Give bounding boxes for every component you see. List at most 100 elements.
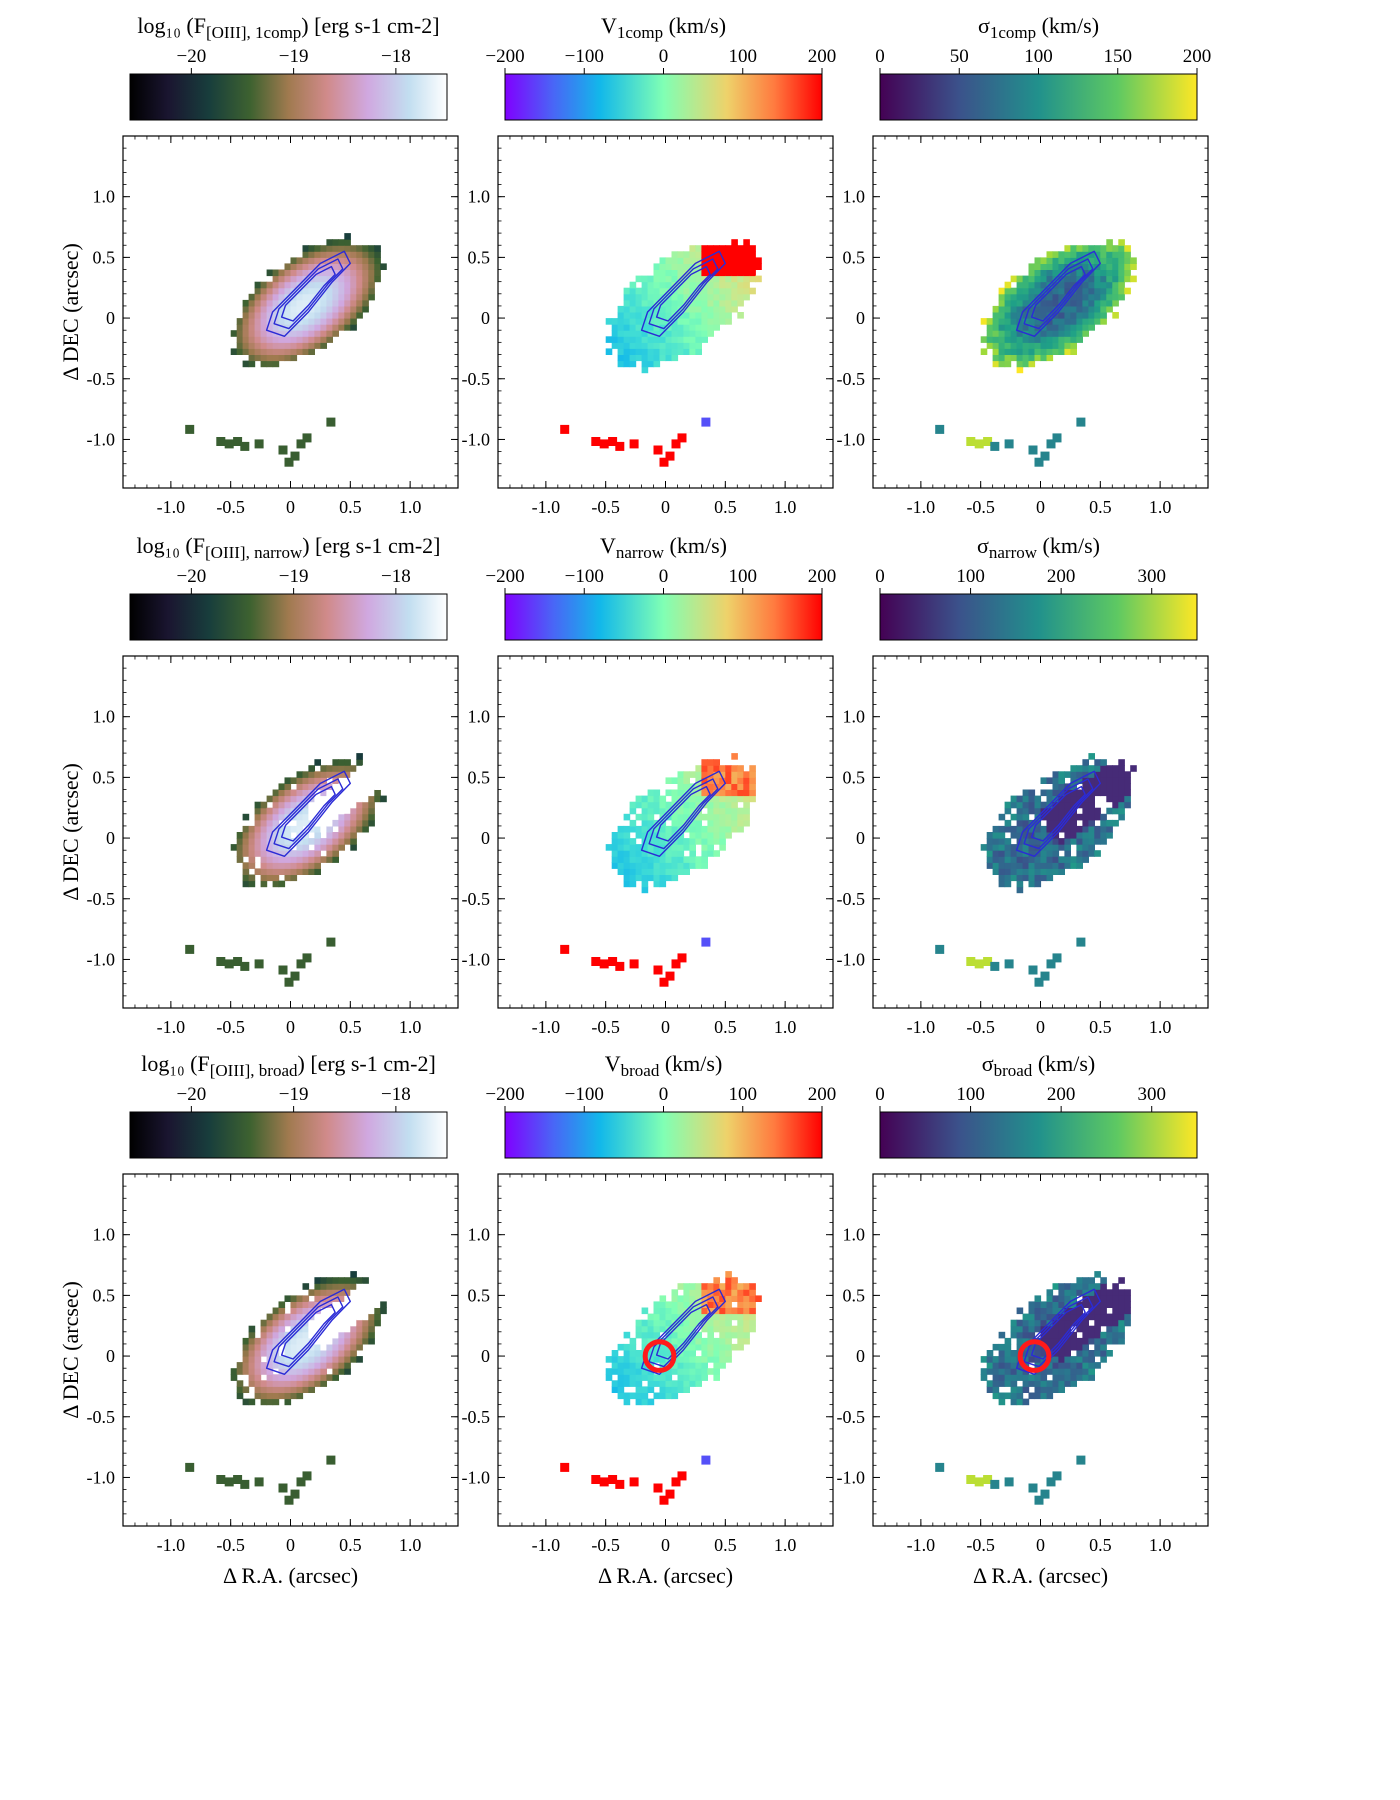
map-pixel [230, 330, 238, 337]
map-pixel [326, 336, 333, 343]
map-pixel [1010, 850, 1018, 857]
map-pixel [1028, 795, 1036, 803]
map-pixel [1088, 1362, 1095, 1369]
map-pixel [344, 1368, 351, 1375]
map-pixel [635, 287, 643, 295]
map-pixel [677, 1380, 685, 1387]
map-pixel [647, 789, 655, 797]
map-pixel [992, 850, 1000, 857]
map-pixel [560, 944, 570, 954]
map-pixel [290, 1350, 298, 1357]
map-pixel [1058, 801, 1065, 809]
map-pixel [1046, 789, 1054, 797]
map-pixel [1094, 293, 1101, 301]
map-pixel [1106, 1313, 1113, 1321]
map-pixel [278, 1392, 286, 1400]
map-pixel [1064, 324, 1071, 331]
map-pixel [1052, 342, 1060, 349]
map-pixel [683, 825, 690, 833]
map-pixel [1004, 342, 1012, 349]
map-pixel [1070, 330, 1077, 337]
map-pixel [665, 801, 673, 809]
map-pixel [731, 239, 738, 246]
map-pixel [641, 1307, 649, 1315]
map-pixel [1022, 1386, 1030, 1393]
map-pixel [743, 1319, 750, 1327]
map-pixel [1040, 862, 1048, 869]
map-pixel [731, 1331, 738, 1339]
map-pixel [1034, 1343, 1042, 1351]
map-pixel [1040, 971, 1050, 981]
map-pixel [374, 275, 381, 283]
map-pixel [635, 299, 643, 307]
map-pixel [356, 269, 363, 277]
map-pixel [302, 1295, 310, 1302]
map-pixel [302, 305, 310, 313]
map-pixel [296, 342, 304, 349]
map-pixel [986, 1368, 994, 1375]
map-pixel [290, 1489, 300, 1499]
map-pixel [1058, 336, 1065, 343]
map-pixel [1040, 1350, 1048, 1357]
y-tick-label: 0.5 [468, 767, 491, 787]
map-pixel [689, 1319, 696, 1327]
y-tick-label: 0.5 [93, 247, 116, 267]
map-pixel [260, 832, 268, 839]
y-axis-label: Δ DEC (arcsec) [58, 243, 83, 381]
map-pixel [635, 868, 643, 875]
map-pixel [1100, 1319, 1107, 1327]
map-pixel [332, 838, 339, 845]
map-pixel [338, 239, 345, 246]
map-pixel [737, 251, 744, 258]
map-pixel [350, 1356, 357, 1363]
map-pixel [344, 1362, 351, 1369]
map-pixel [707, 330, 714, 337]
map-pixel [368, 287, 375, 295]
map-pixel [707, 765, 714, 772]
map-pixel [278, 269, 286, 277]
map-pixel [302, 850, 310, 857]
map-pixel [689, 862, 696, 869]
map-pixel [689, 1283, 696, 1290]
map-pixel [260, 312, 268, 319]
map-pixel [725, 832, 732, 839]
map-pixel [701, 324, 708, 331]
x-tick-label: 0 [661, 497, 670, 517]
map-pixel [659, 807, 667, 815]
x-tick-label: 0 [1036, 1017, 1045, 1037]
map-pixel [254, 342, 262, 349]
map-pixel [308, 1319, 315, 1327]
map-pixel [350, 777, 357, 784]
map-pixel [623, 825, 631, 833]
map-pixel [332, 1368, 339, 1375]
map-pixel [1034, 1495, 1044, 1505]
map-pixel [326, 299, 333, 307]
map-pixel [326, 1307, 333, 1315]
map-pixel [344, 832, 351, 839]
map-pixel [683, 862, 690, 869]
colorbar-tick-label: 0 [875, 1084, 885, 1105]
map-pixel [1052, 318, 1060, 325]
map-pixel [1034, 838, 1042, 845]
map-pixel [1058, 287, 1065, 295]
map-pixel [1046, 1307, 1054, 1315]
map-pixel [1004, 807, 1012, 815]
map-pixel [278, 850, 286, 857]
map-pixel [290, 336, 298, 343]
map-pixel [647, 819, 655, 827]
map-pixel [749, 1289, 756, 1296]
map-pixel [695, 1283, 702, 1290]
map-pixel [260, 354, 268, 362]
map-pixel [1022, 1398, 1030, 1406]
map-pixel [1064, 281, 1071, 289]
y-tick-label: 0.5 [468, 247, 491, 267]
map-pixel [278, 336, 286, 343]
map-pixel [617, 342, 625, 349]
map-pixel [368, 1337, 375, 1345]
map-pixel [641, 1337, 649, 1345]
map-pixel [725, 251, 732, 258]
map-pixel [380, 1301, 387, 1308]
map-pixel [611, 1362, 619, 1369]
map-pixel [374, 1319, 381, 1327]
